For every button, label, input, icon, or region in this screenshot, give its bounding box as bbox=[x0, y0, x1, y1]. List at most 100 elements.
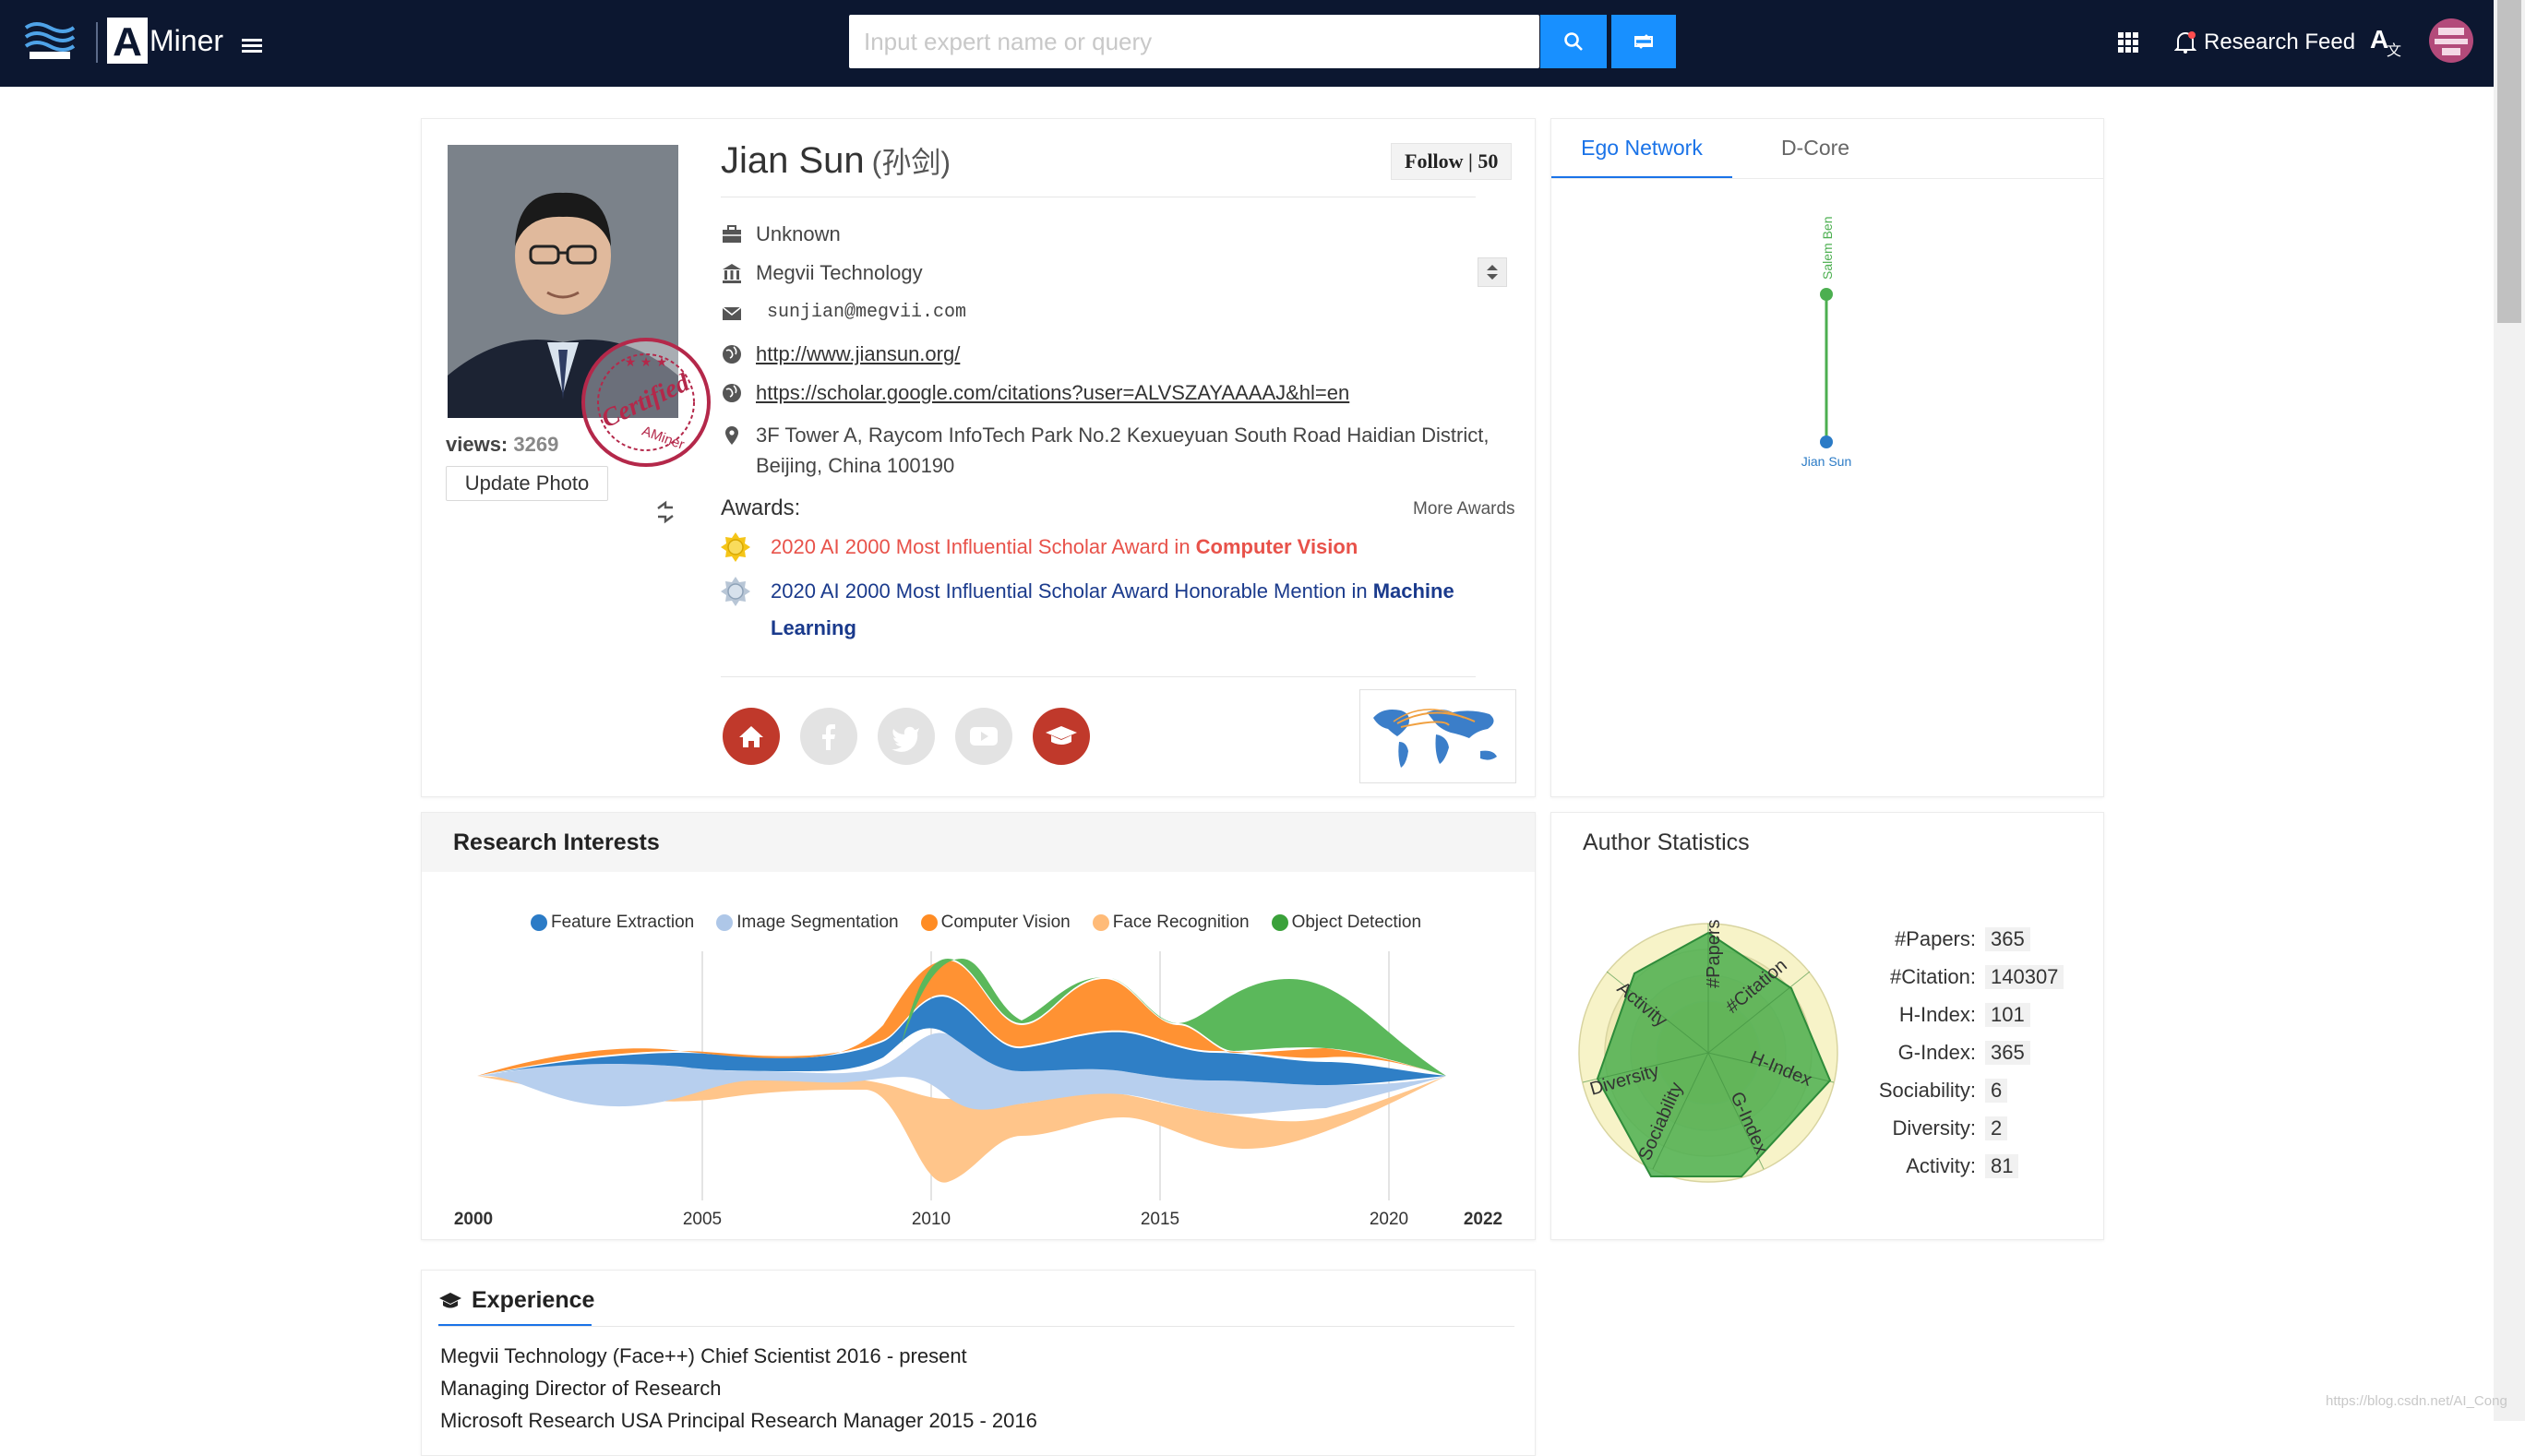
follow-button[interactable]: Follow | 50 bbox=[1391, 143, 1513, 180]
stream-image-segmentation[interactable] bbox=[477, 1032, 1446, 1115]
research-feed-label: Research Feed bbox=[2204, 30, 2356, 54]
aminer-logo[interactable]: A Miner bbox=[107, 17, 223, 65]
twitter-button[interactable] bbox=[878, 708, 935, 765]
ego-network-graph[interactable]: Salem Ben Jian Sun bbox=[1551, 184, 2103, 774]
radar-data-polygon[interactable] bbox=[1596, 931, 1832, 1177]
stream-object-detection[interactable] bbox=[902, 959, 1446, 1076]
legend-item[interactable]: Computer Vision bbox=[920, 913, 1071, 933]
more-awards-link[interactable]: More Awards bbox=[1413, 499, 1515, 519]
hamburger-menu-icon[interactable] bbox=[242, 39, 262, 53]
legend-label: Face Recognition bbox=[1112, 913, 1250, 932]
graduation-cap-icon bbox=[439, 1292, 461, 1307]
stat-label: Sociability: bbox=[1878, 1079, 1976, 1102]
homepage-link[interactable]: http://www.jiansun.org/ bbox=[756, 342, 961, 365]
author-name-cn: (孙剑) bbox=[871, 146, 951, 179]
switch-search-button[interactable] bbox=[1611, 15, 1676, 68]
aminer-logo-text: Miner bbox=[150, 23, 224, 57]
x-axis-tick: 2015 bbox=[1141, 1210, 1179, 1229]
tab-d-core[interactable]: D-Core bbox=[1780, 136, 1850, 160]
ego-network-card: Ego Network D-Core Salem Ben Jian Sun bbox=[1550, 118, 2104, 797]
views-label: views: bbox=[446, 433, 509, 456]
stat-row-activity: Activity: 81 bbox=[1837, 1154, 2019, 1178]
experience-title: Experience bbox=[472, 1287, 595, 1313]
scholar-cap-icon bbox=[1046, 726, 1077, 745]
legend-item[interactable]: Object Detection bbox=[1271, 913, 1421, 933]
scrollbar-thumb[interactable] bbox=[2497, 0, 2521, 323]
wudao-logo-icon[interactable] bbox=[22, 18, 78, 63]
affiliation-text: Megvii Technology bbox=[756, 261, 923, 284]
apps-grid-icon[interactable] bbox=[2117, 31, 2139, 54]
network-node-center[interactable] bbox=[1820, 436, 1833, 448]
stat-row-papers: #Papers: 365 bbox=[1837, 927, 2030, 951]
experience-entry: Managing Director of Research bbox=[440, 1377, 722, 1400]
stream-computer-vision[interactable] bbox=[477, 961, 1446, 1076]
user-avatar[interactable] bbox=[2429, 18, 2473, 63]
stat-value: 365 bbox=[1985, 927, 2030, 951]
stat-label: G-Index: bbox=[1897, 1041, 1976, 1064]
bell-icon bbox=[2174, 31, 2196, 54]
home-icon bbox=[739, 726, 763, 747]
x-axis-tick: 2000 bbox=[454, 1210, 493, 1229]
award-field: Computer Vision bbox=[1195, 535, 1358, 558]
envelope-icon bbox=[722, 306, 742, 320]
stat-value: 81 bbox=[1985, 1154, 2019, 1178]
stat-value: 2 bbox=[1985, 1116, 2008, 1140]
address-line-2: Beijing, China 100190 bbox=[756, 454, 955, 477]
svg-text:文: 文 bbox=[2387, 42, 2401, 59]
facebook-button[interactable] bbox=[800, 708, 857, 765]
expand-affiliation-button[interactable] bbox=[1478, 257, 1507, 287]
world-map-thumbnail[interactable] bbox=[1359, 689, 1516, 783]
experience-divider bbox=[438, 1326, 1514, 1327]
search-button[interactable] bbox=[1540, 15, 1607, 68]
legend-swatch bbox=[1271, 914, 1288, 931]
youtube-button[interactable] bbox=[955, 708, 1012, 765]
award-field: Machine bbox=[1372, 579, 1454, 603]
twitter-icon bbox=[892, 726, 919, 752]
legend-item[interactable]: Feature Extraction bbox=[531, 913, 694, 933]
x-axis-tick: 2022 bbox=[1464, 1210, 1502, 1229]
profile-card: Certified AMiner ★ ★ ★ views: 3269 Updat… bbox=[421, 118, 1536, 797]
legend-item[interactable]: Image Segmentation bbox=[716, 913, 899, 933]
research-feed-link[interactable]: Research Feed bbox=[2174, 26, 2355, 59]
legend-item[interactable]: Face Recognition bbox=[1092, 913, 1250, 933]
awards-title: Awards: bbox=[721, 495, 801, 520]
globe-icon bbox=[723, 384, 741, 402]
top-navbar: A Miner Research Feed A 文 bbox=[0, 0, 2494, 87]
search-input[interactable] bbox=[849, 15, 1539, 68]
homepage-social-button[interactable] bbox=[723, 708, 780, 765]
node-label-jian-sun: Jian Sun bbox=[1801, 454, 1851, 469]
flip-photo-icon[interactable] bbox=[652, 499, 678, 525]
stat-value: 101 bbox=[1985, 1003, 2030, 1027]
scholar-row: https://scholar.google.com/citations?use… bbox=[721, 381, 1349, 405]
svg-text:A: A bbox=[2370, 25, 2388, 54]
author-radar-chart[interactable]: #Papers #Citation H-Index G-Index Sociab… bbox=[1570, 914, 1847, 1191]
award-item[interactable]: 2020 AI 2000 Most Influential Scholar Aw… bbox=[721, 573, 1496, 647]
silver-medal-icon bbox=[721, 577, 750, 606]
google-scholar-link[interactable]: https://scholar.google.com/citations?use… bbox=[756, 381, 1350, 404]
page-scrollbar[interactable] bbox=[2494, 0, 2525, 1421]
legend-swatch bbox=[920, 914, 938, 931]
research-interests-title: Research Interests bbox=[453, 829, 660, 855]
youtube-icon bbox=[970, 727, 998, 746]
stat-label: #Citation: bbox=[1890, 965, 1976, 988]
globe-icon bbox=[723, 345, 741, 364]
update-photo-button[interactable]: Update Photo bbox=[446, 466, 608, 501]
stream-face-recognition[interactable] bbox=[477, 1075, 1446, 1183]
location-pin-icon bbox=[725, 426, 738, 445]
email-text[interactable]: sunjian@megvii.com bbox=[767, 302, 967, 323]
stat-row-h-index: H-Index: 101 bbox=[1837, 1003, 2030, 1027]
stream-feature-extraction[interactable] bbox=[477, 997, 1446, 1085]
address-text: 3F Tower A, Raycom InfoTech Park No.2 Ke… bbox=[756, 420, 1489, 481]
affiliation-row: Megvii Technology bbox=[721, 261, 923, 285]
x-axis-tick: 2010 bbox=[912, 1210, 951, 1229]
scholar-button[interactable] bbox=[1033, 708, 1090, 765]
experience-heading: Experience bbox=[438, 1287, 595, 1327]
address-line-1: 3F Tower A, Raycom InfoTech Park No.2 Ke… bbox=[756, 424, 1490, 447]
tab-ego-network[interactable]: Ego Network bbox=[1551, 119, 1732, 179]
network-node[interactable] bbox=[1820, 288, 1833, 301]
award-item[interactable]: 2020 AI 2000 Most Influential Scholar Aw… bbox=[721, 529, 1358, 566]
translate-icon[interactable]: A 文 bbox=[2368, 24, 2403, 59]
profile-photo[interactable] bbox=[448, 145, 678, 418]
research-interests-streamgraph[interactable]: 2000 2005 2010 2015 2020 2022 bbox=[422, 933, 1535, 1237]
stat-label: H-Index: bbox=[1898, 1003, 1976, 1026]
